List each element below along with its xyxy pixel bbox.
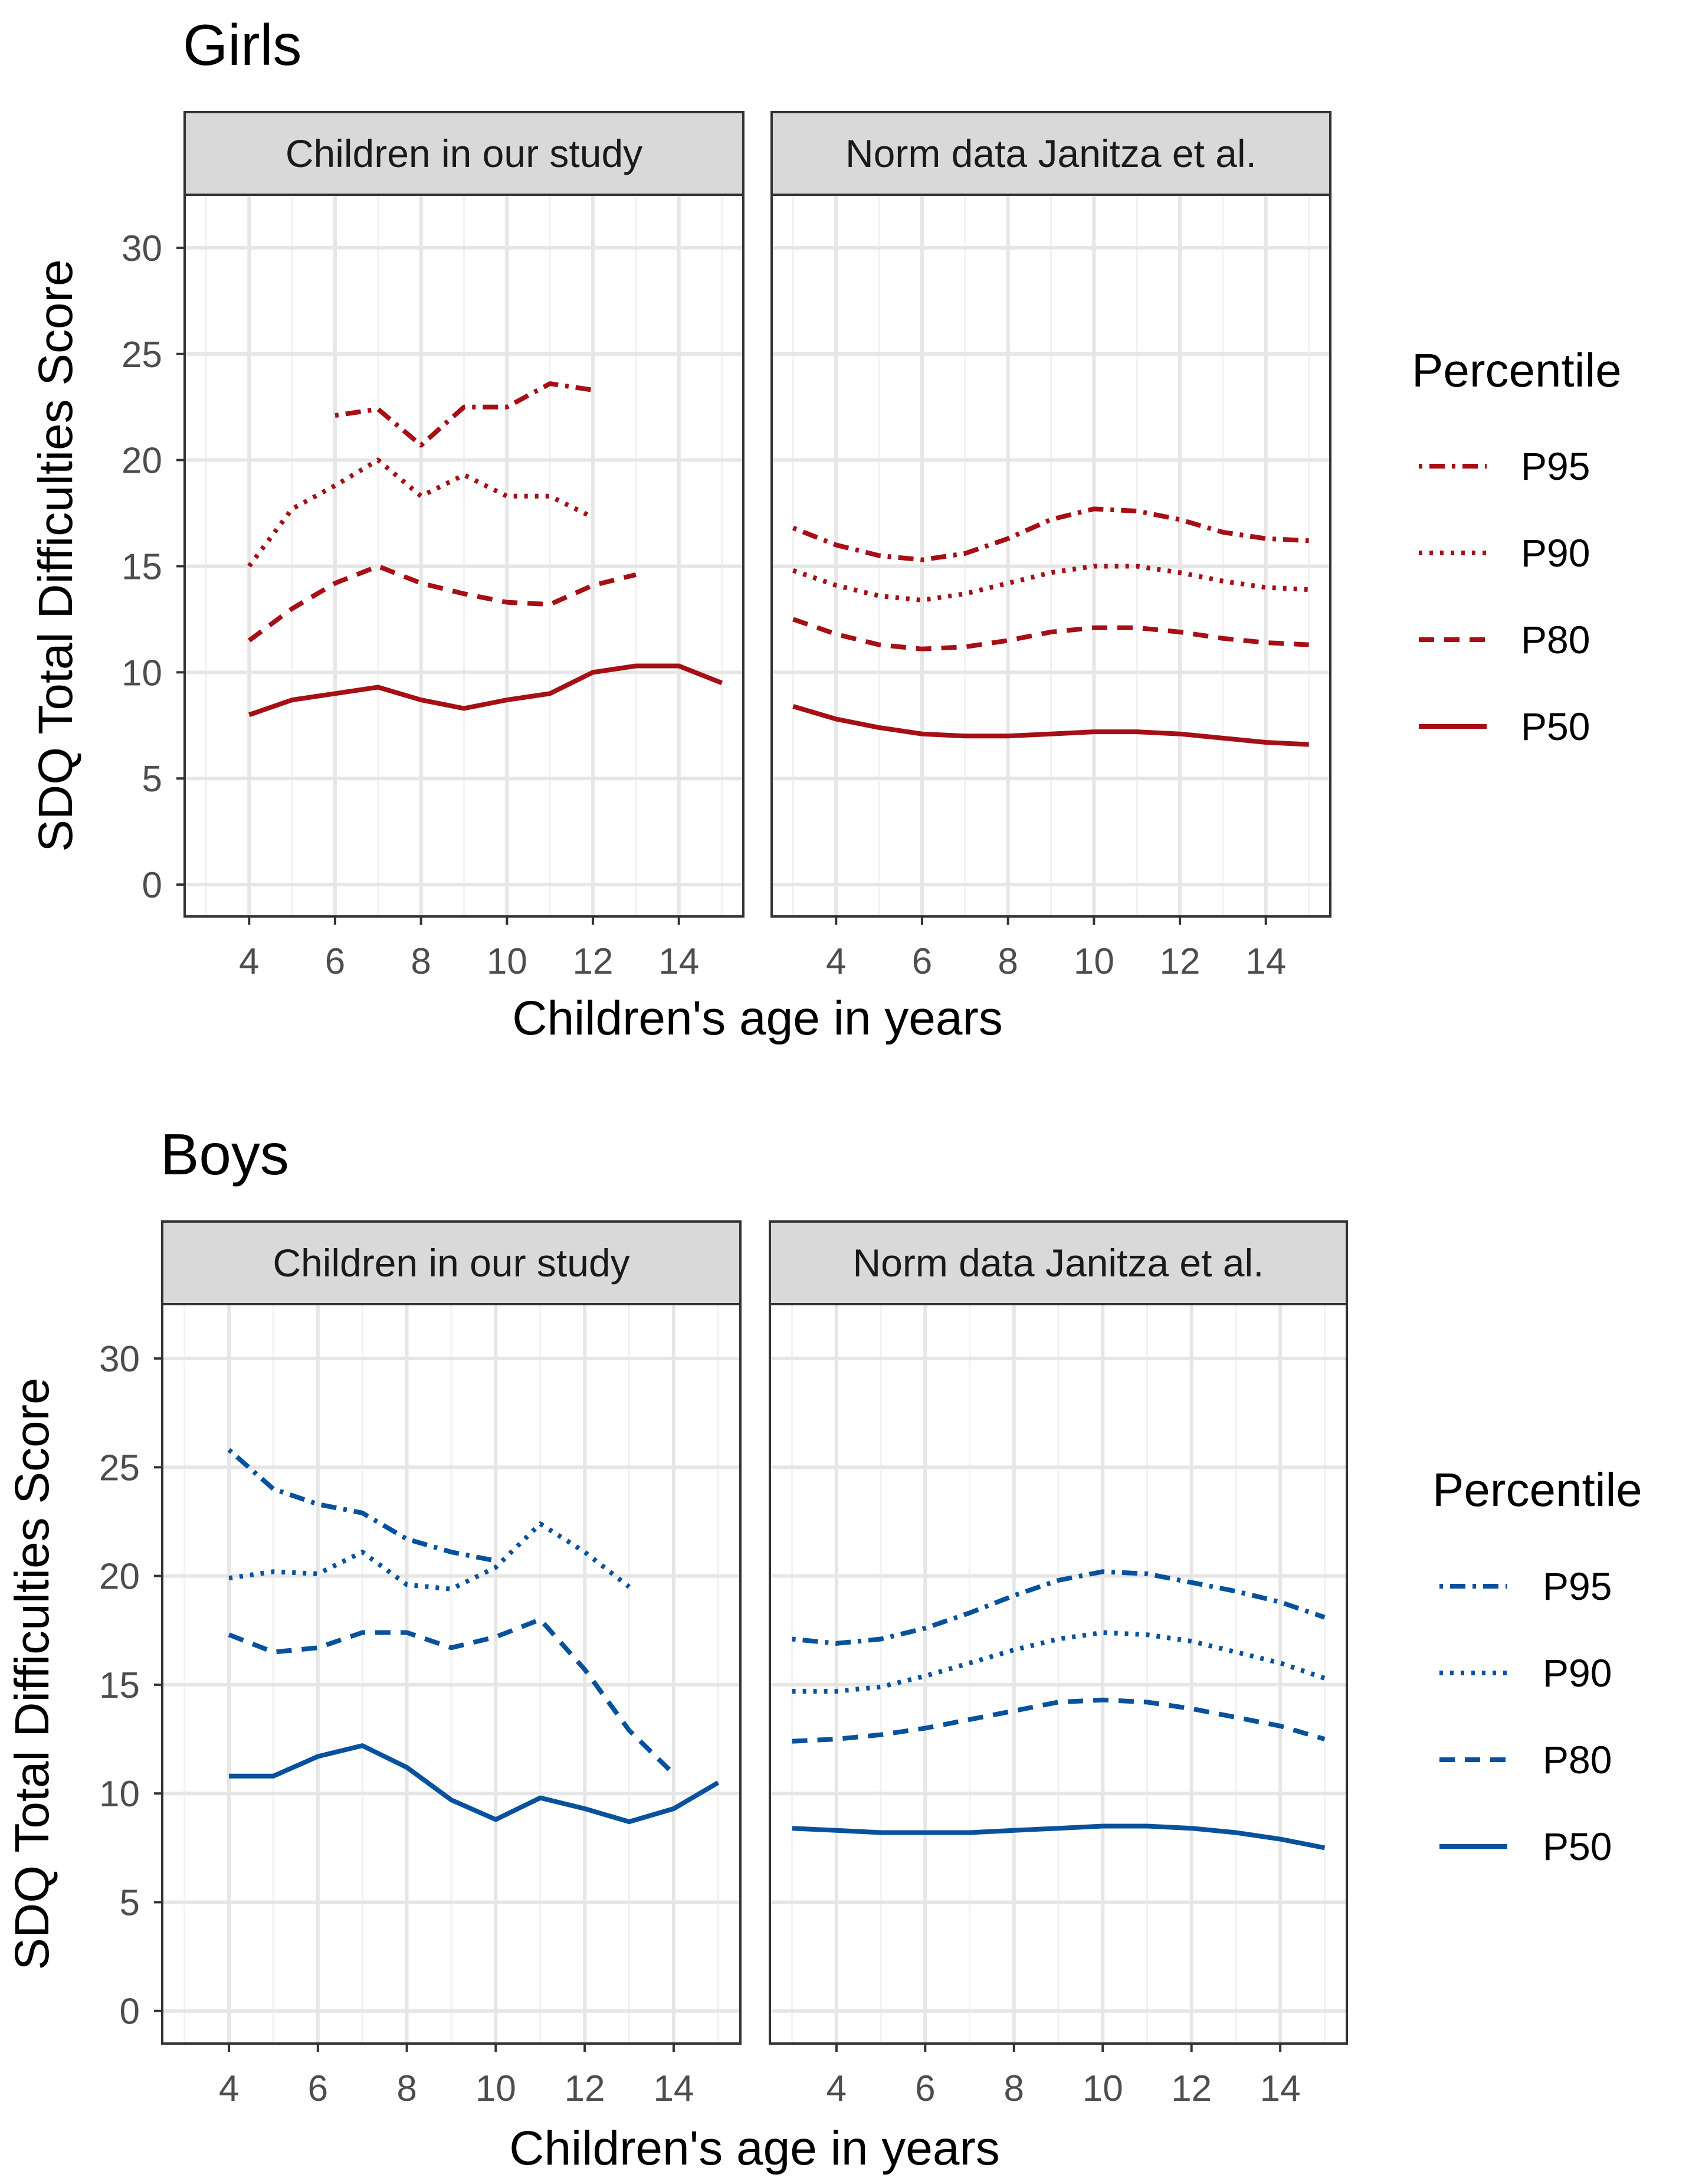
girls-y-axis-title: SDQ Total Difficulties Score xyxy=(29,259,83,852)
girls-chart-title: Girls xyxy=(183,12,301,77)
girls-panel-1-x-tick-label: 12 xyxy=(573,941,614,982)
girls-y-tick-label: 20 xyxy=(122,441,162,482)
boys-panel-1-x-tick-label: 4 xyxy=(219,2068,239,2109)
boys-panel-1-strip-label: Children in our study xyxy=(273,1241,629,1285)
boys-panel-1-series-p90 xyxy=(228,1521,631,1592)
boys-panel-1-series-p50 xyxy=(229,1743,720,1825)
boys-chart-title: Boys xyxy=(160,1122,289,1187)
girls-y-tick-label: 15 xyxy=(122,546,162,587)
boys-panel-2-series-p95 xyxy=(792,1569,1326,1646)
boys-panel-1-x-tick-label: 10 xyxy=(475,2068,516,2109)
boys-y-axis-title: SDQ Total Difficulties Score xyxy=(5,1377,59,1970)
boys-y-tick-label: 20 xyxy=(99,1557,140,1597)
girls-legend-title: Percentile xyxy=(1412,344,1622,397)
boys-panel-2-strip-label: Norm data Janitza et al. xyxy=(853,1241,1264,1285)
boys-legend-label-p90: P90 xyxy=(1543,1651,1612,1695)
girls-panel-2-x-tick-label: 8 xyxy=(998,941,1018,982)
boys-panel-2-strip xyxy=(769,1220,1348,1305)
boys-panel-1-x-tick-label: 14 xyxy=(653,2068,694,2109)
girls-legend-label-p80: P80 xyxy=(1521,618,1590,662)
boys-panel-2-x-tick-label: 6 xyxy=(915,2068,935,2109)
boys-panel-2-x-tick-label: 8 xyxy=(1004,2068,1024,2109)
girls-y-tick-label: 0 xyxy=(142,865,162,906)
boys-y-tick-label: 30 xyxy=(99,1339,140,1380)
boys-panel-1-strip xyxy=(161,1220,742,1305)
girls-x-axis-title: Children's age in years xyxy=(512,991,1003,1045)
girls-y-tick-label: 25 xyxy=(122,335,162,375)
girls-panel-2-x-tick-label: 4 xyxy=(826,941,846,982)
girls-y-tick-label: 5 xyxy=(142,759,162,800)
boys-y-tick-label: 0 xyxy=(120,1992,140,2032)
boys-panel-2-x-tick-label: 12 xyxy=(1171,2068,1212,2109)
girls-legend-label-p90: P90 xyxy=(1521,531,1590,575)
girls-legend-label-p50: P50 xyxy=(1521,705,1590,748)
boys-panel-2-x-tick-label: 10 xyxy=(1083,2068,1123,2109)
girls-panel-2-x-tick-label: 12 xyxy=(1160,941,1201,982)
girls-panel-1-series-p50 xyxy=(248,663,723,718)
girls-y-tick-label: 10 xyxy=(122,653,162,693)
boys-panel-1-x-tick-label: 12 xyxy=(565,2068,605,2109)
boys-panel-2-series-p80 xyxy=(792,1697,1326,1744)
boys-panel-1-series-p80 xyxy=(228,1617,675,1776)
girls-panel-1-series-p95 xyxy=(334,381,593,448)
boys-panel-1-x-tick-label: 8 xyxy=(396,2068,416,2109)
girls-panel-1-x-tick-label: 6 xyxy=(325,941,345,982)
girls-panel-1-x-tick-label: 8 xyxy=(411,941,431,982)
girls-panel-2-series-p90 xyxy=(792,564,1309,603)
girls-legend-label-p95: P95 xyxy=(1521,444,1590,488)
girls-panel-2-x-tick-label: 10 xyxy=(1074,941,1114,982)
girls-panel-2-x-tick-label: 14 xyxy=(1245,941,1286,982)
boys-legend-title: Percentile xyxy=(1432,1463,1642,1516)
boys-panel-1-series-p95 xyxy=(227,1448,497,1563)
boys-panel-1-x-tick-label: 6 xyxy=(308,2068,328,2109)
boys-panel-2-x-tick-label: 14 xyxy=(1260,2068,1301,2109)
girls-panel-1-strip xyxy=(183,111,745,196)
girls-panel-1-series-p80 xyxy=(247,564,637,643)
boys-panel-2-series-p50 xyxy=(792,1823,1326,1851)
girls-panel-1-x-tick-label: 14 xyxy=(658,941,699,982)
girls-panel-1-strip-label: Children in our study xyxy=(286,132,642,175)
girls-panel-2-strip-label: Norm data Janitza et al. xyxy=(845,132,1257,175)
boys-x-axis-title: Children's age in years xyxy=(509,2121,1000,2175)
girls-panel-1-x-tick-label: 4 xyxy=(239,941,259,982)
girls-panel-1-x-tick-label: 10 xyxy=(487,941,527,982)
boys-panel-2-x-tick-label: 4 xyxy=(827,2068,847,2109)
girls-panel-2-series-p80 xyxy=(792,617,1309,651)
girls-panel-2-x-tick-label: 6 xyxy=(912,941,932,982)
boys-legend-label-p80: P80 xyxy=(1543,1738,1612,1782)
boys-y-tick-label: 25 xyxy=(99,1448,140,1488)
girls-panel-1-series-p90 xyxy=(247,457,594,568)
girls-panel-2-series-p50 xyxy=(792,704,1309,747)
boys-y-tick-label: 5 xyxy=(120,1882,140,1923)
girls-panel-2-series-p95 xyxy=(792,506,1309,562)
boys-y-tick-label: 15 xyxy=(99,1665,140,1706)
boys-legend-label-p50: P50 xyxy=(1543,1825,1612,1868)
boys-y-tick-label: 10 xyxy=(99,1774,140,1815)
girls-panel-2-strip xyxy=(770,111,1331,196)
girls-y-tick-label: 30 xyxy=(122,228,162,269)
boys-legend-label-p95: P95 xyxy=(1543,1564,1612,1608)
